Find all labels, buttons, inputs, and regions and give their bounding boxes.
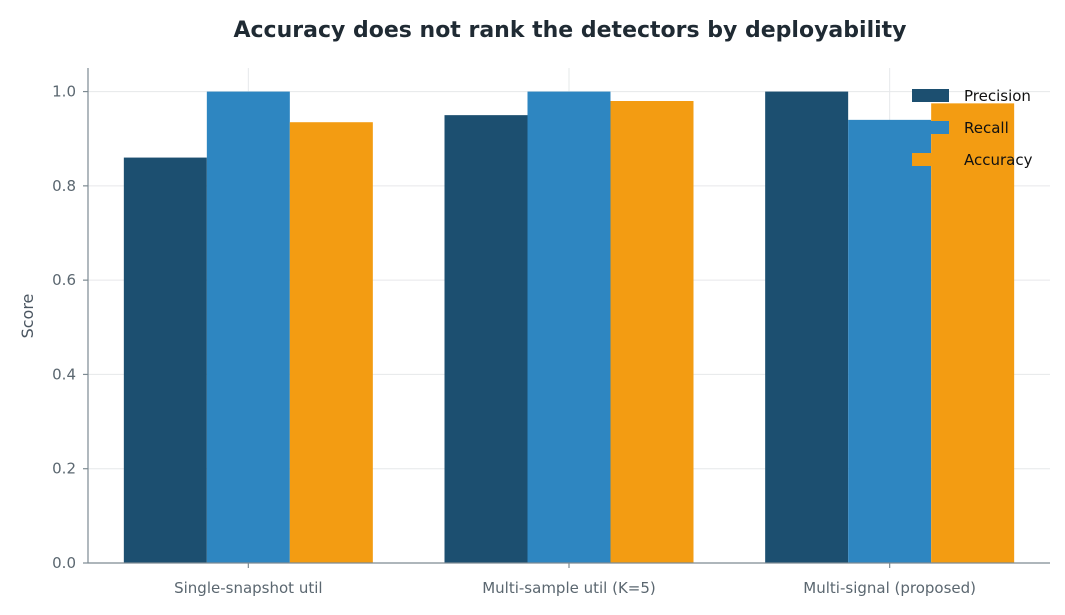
tick-labels: 0.0 0.2 0.4 0.6 0.8 1.0 Single-snapshot util Mu… — [52, 83, 976, 597]
bars — [123, 91, 1015, 564]
bar-recall-2 — [848, 119, 932, 563]
legend-swatch-recall — [912, 121, 949, 134]
y-tick-label: 0.8 — [52, 177, 76, 195]
legend: Precision Recall Accuracy — [912, 87, 1033, 169]
legend-label-recall: Recall — [964, 119, 1009, 137]
chart-title: Accuracy does not rank the detectors by … — [233, 18, 906, 43]
y-tick-label: 0.0 — [52, 554, 76, 572]
legend-swatch-accuracy — [912, 153, 949, 166]
bar-precision-0 — [123, 157, 207, 564]
y-tick-label: 0.4 — [52, 365, 76, 383]
x-tick-label: Single-snapshot util — [174, 579, 322, 597]
legend-label-precision: Precision — [964, 87, 1031, 105]
y-tick-label: 0.2 — [52, 460, 76, 478]
x-tick-label: Multi-signal (proposed) — [803, 579, 976, 597]
bar-accuracy-0 — [289, 122, 373, 563]
bar-recall-0 — [206, 91, 290, 564]
y-tick-label: 0.6 — [52, 271, 76, 289]
bar-precision-2 — [765, 91, 849, 564]
x-tick-label: Multi-sample util (K=5) — [482, 579, 656, 597]
legend-swatch-precision — [912, 89, 949, 102]
bar-accuracy-1 — [610, 101, 694, 563]
legend-label-accuracy: Accuracy — [964, 151, 1033, 169]
bar-recall-1 — [527, 91, 611, 564]
y-axis-label: Score — [18, 294, 37, 339]
bar-precision-1 — [444, 115, 528, 564]
y-tick-label: 1.0 — [52, 83, 76, 101]
axes — [83, 68, 1050, 568]
bar-accuracy-2 — [931, 103, 1015, 563]
